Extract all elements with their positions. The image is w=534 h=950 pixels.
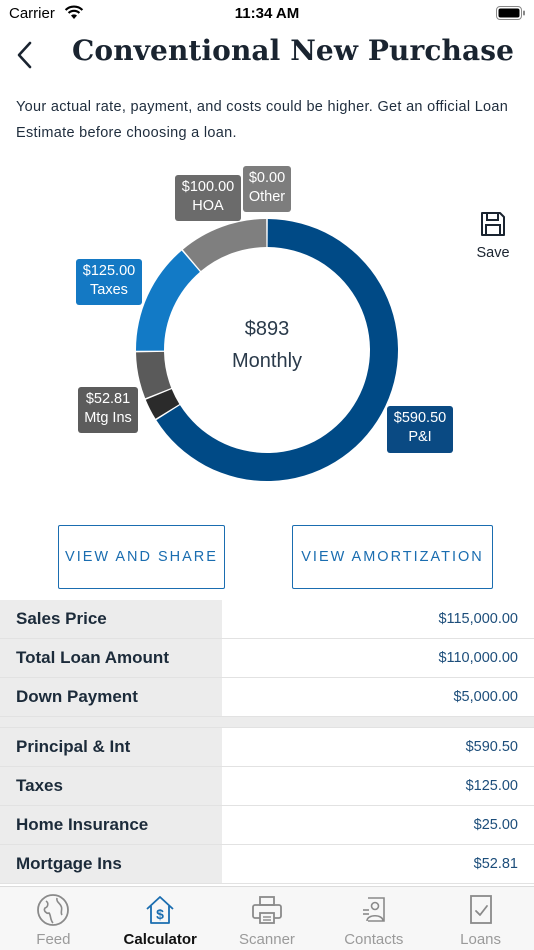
- donut-slice-mtg-ins: [136, 351, 172, 399]
- chart-center-amount: $893: [244, 318, 290, 340]
- table-row: Principal & Int $590.50: [0, 728, 534, 767]
- callout-pi: $590.50 P&I: [387, 406, 453, 453]
- back-button[interactable]: [10, 38, 38, 72]
- tab-loans[interactable]: Loans: [427, 887, 534, 950]
- save-button[interactable]: Save: [470, 210, 516, 266]
- tab-scanner-label: Scanner: [239, 931, 295, 948]
- table-row: Home Insurance $25.00: [0, 806, 534, 845]
- disclaimer-text: Your actual rate, payment, and costs cou…: [16, 99, 509, 141]
- row-label: Down Payment: [0, 678, 222, 716]
- tab-feed[interactable]: Feed: [0, 887, 107, 950]
- save-label: Save: [476, 245, 510, 261]
- row-label: Mortgage Ins: [0, 845, 222, 883]
- tab-contacts[interactable]: Contacts: [320, 887, 427, 950]
- view-and-share-button[interactable]: VIEW AND SHARE: [58, 525, 225, 589]
- callout-mtg-ins: $52.81 Mtg Ins: [78, 387, 138, 433]
- svg-text:$: $: [156, 906, 164, 922]
- callout-hoa: $100.00 HOA: [175, 175, 241, 221]
- callout-pi-name: P&I: [408, 429, 432, 445]
- tab-scanner[interactable]: Scanner: [214, 887, 321, 950]
- tab-feed-label: Feed: [36, 931, 71, 948]
- floppy-disk-icon: [481, 212, 505, 236]
- callout-hoa-amount: $100.00: [181, 179, 235, 195]
- carrier-label: Carrier: [9, 5, 55, 22]
- row-value: $25.00: [473, 817, 518, 833]
- globe-icon: [37, 894, 70, 926]
- callout-hoa-name: HOA: [192, 198, 224, 214]
- status-bar: Carrier 11:34 AM: [0, 0, 534, 28]
- tab-bar: Feed $ Calculator Scanner Contacts: [0, 886, 534, 950]
- row-value: $125.00: [465, 778, 518, 794]
- callout-taxes-amount: $125.00: [82, 263, 136, 279]
- table-row: Mortgage Ins $52.81: [0, 845, 534, 884]
- donut-slice-home-insurance: [145, 389, 180, 419]
- loan-details-table: Sales Price $115,000.00 Total Loan Amoun…: [0, 600, 534, 884]
- table-row: Total Loan Amount $110,000.00: [0, 639, 534, 678]
- callout-other-amount: $0.00: [248, 170, 286, 186]
- tab-calculator-label: Calculator: [123, 931, 197, 948]
- row-label: Sales Price: [0, 600, 222, 638]
- callout-other: $0.00 Other: [243, 166, 291, 212]
- row-value: $110,000.00: [438, 650, 518, 666]
- donut-slice-taxes: [136, 250, 200, 351]
- row-value: $52.81: [473, 856, 518, 872]
- printer-icon: [252, 896, 282, 924]
- table-row: Sales Price $115,000.00: [0, 600, 534, 639]
- view-amortization-button[interactable]: VIEW AMORTIZATION: [292, 525, 493, 589]
- tab-contacts-label: Contacts: [344, 931, 404, 948]
- row-value: $5,000.00: [453, 689, 518, 705]
- callout-mtg-ins-amount: $52.81: [85, 391, 131, 407]
- callout-pi-amount: $590.50: [393, 410, 447, 426]
- clock: 11:34 AM: [234, 5, 300, 22]
- row-label: Principal & Int: [0, 728, 222, 766]
- chart-center-label: Monthly: [231, 350, 303, 372]
- callout-mtg-ins-name: Mtg Ins: [84, 410, 132, 426]
- callout-taxes: $125.00 Taxes: [76, 259, 142, 305]
- callout-taxes-name: Taxes: [90, 282, 128, 298]
- row-label: Home Insurance: [0, 806, 222, 844]
- donut-slice-hoa: [182, 219, 267, 272]
- chevron-left-icon: [17, 41, 32, 69]
- battery-icon: [496, 6, 526, 25]
- row-label: Total Loan Amount: [0, 639, 222, 677]
- page-title: Conventional New Purchase: [72, 34, 514, 67]
- row-label: Taxes: [0, 767, 222, 805]
- row-value: $115,000.00: [438, 611, 518, 627]
- wifi-icon: [64, 5, 84, 25]
- callout-other-name: Other: [248, 189, 286, 205]
- tab-calculator[interactable]: $ Calculator: [107, 887, 214, 950]
- contacts-icon: [362, 897, 385, 922]
- tab-loans-label: Loans: [460, 931, 502, 948]
- table-row: Taxes $125.00: [0, 767, 534, 806]
- payment-donut-chart: [136, 219, 398, 482]
- section-divider: [0, 717, 534, 728]
- document-check-icon: [469, 895, 492, 924]
- house-dollar-icon: $: [146, 896, 174, 924]
- row-value: $590.50: [465, 739, 518, 755]
- table-row: Down Payment $5,000.00: [0, 678, 534, 717]
